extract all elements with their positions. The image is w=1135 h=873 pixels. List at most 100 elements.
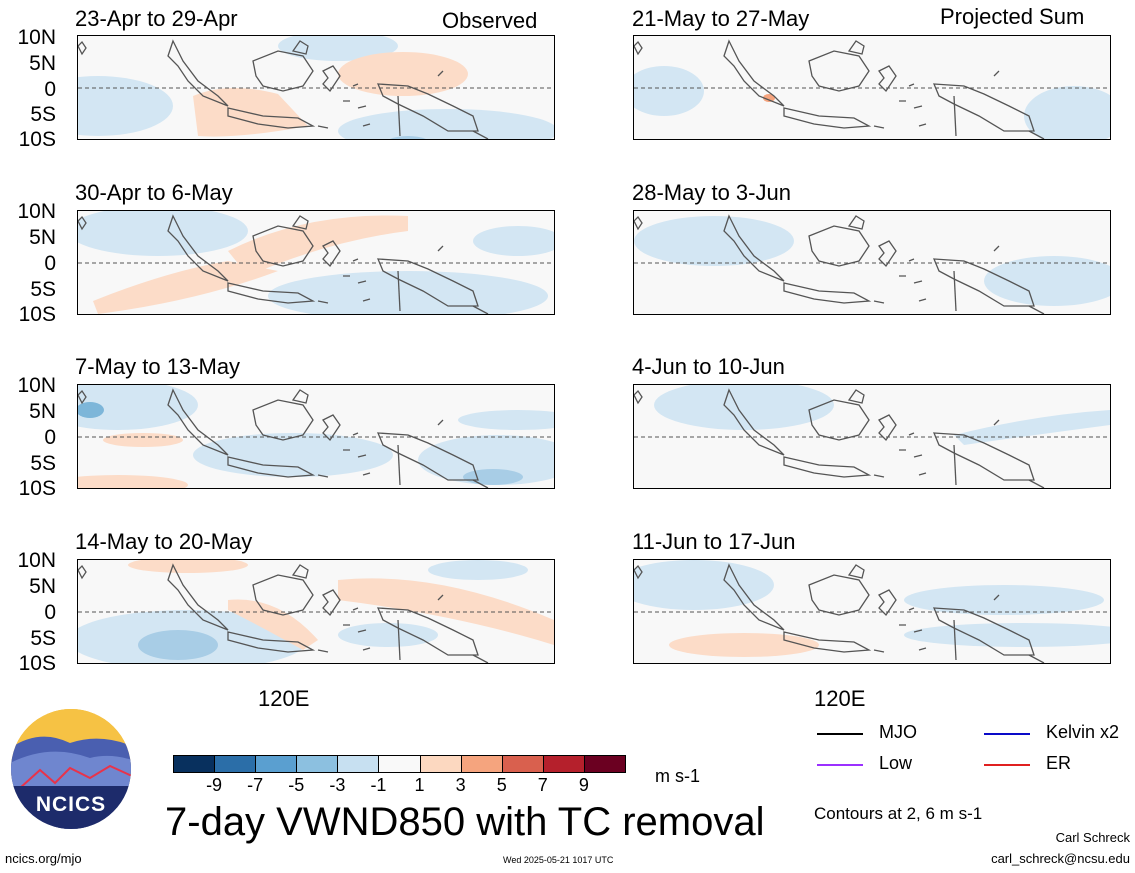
anomaly-negative [338, 623, 438, 647]
coastline [908, 70, 1045, 139]
land-outlines [634, 563, 1045, 663]
map-panel-p8 [633, 559, 1111, 664]
map-panel-p1 [77, 35, 555, 140]
colorbar-tick-label: 1 [414, 775, 425, 795]
coastline [322, 589, 341, 617]
lat-label: 0 [44, 78, 56, 101]
coastline [873, 449, 927, 478]
anomaly-negative [473, 226, 554, 256]
map-svg [634, 214, 1110, 314]
coastline [847, 40, 865, 55]
coastline [873, 275, 927, 304]
colorbar-swatch [337, 755, 380, 773]
land-outlines [78, 214, 489, 314]
anomaly-negative [634, 66, 704, 116]
coastline [397, 95, 401, 137]
coastline [808, 50, 870, 92]
colorbar-swatch [542, 755, 585, 773]
map-panel-p2 [77, 210, 555, 315]
legend-label-er: ER [1046, 753, 1072, 773]
coastline [873, 624, 927, 653]
anomaly-negative [338, 109, 554, 139]
anomaly-positive [669, 633, 819, 657]
anomaly-negative-strong [78, 402, 104, 418]
coastline [352, 245, 489, 314]
map-svg [634, 560, 1110, 663]
anomaly-negative [1024, 86, 1110, 139]
colorbar-swatch [214, 755, 257, 773]
coastline [783, 107, 872, 129]
map-svg [78, 211, 554, 314]
observed-label: Observed [442, 8, 538, 33]
coastline [167, 388, 229, 456]
map-panel-p7 [633, 384, 1111, 489]
land-outlines [78, 563, 489, 663]
lat-label: 10S [18, 477, 56, 500]
coastline [783, 456, 872, 478]
coastline [252, 574, 314, 616]
coastline [932, 607, 1035, 656]
anomaly-negative [78, 211, 248, 256]
footer-email[interactable]: carl_schreck@ncsu.edu [991, 851, 1130, 866]
coastline [783, 631, 872, 653]
coastline [227, 456, 316, 478]
colorbar-swatch [255, 755, 298, 773]
coastline [932, 432, 1035, 481]
lat-label: 5N [29, 226, 56, 249]
lon-label-right: 120E [814, 686, 866, 711]
anomaly-negative [634, 560, 774, 610]
map-svg [78, 560, 554, 663]
coastline [227, 282, 316, 304]
lat-label: 10S [18, 128, 56, 151]
main-title: 7-day VWND850 with TC removal [165, 800, 765, 844]
lat-label: 5N [29, 400, 56, 423]
colorbar-tick-label: -3 [329, 775, 346, 795]
colorbar-tick-label: 3 [455, 775, 466, 795]
anomaly-positive [763, 94, 775, 102]
panel-title-p7: 4-Jun to 10-Jun [632, 354, 785, 379]
coastline [376, 432, 479, 481]
coastline [932, 258, 1035, 307]
coastline [397, 270, 401, 312]
map-panel-p5 [633, 35, 1111, 140]
map-panel-p3 [77, 384, 555, 489]
colorbar-swatch [378, 755, 421, 773]
coastline [953, 95, 957, 137]
coastline [873, 100, 927, 129]
lat-label: 10N [17, 200, 56, 223]
lat-label: 5S [30, 627, 56, 650]
coastline [376, 83, 479, 132]
legend-line-low [817, 764, 863, 766]
anomaly-positive [228, 215, 408, 276]
colorbar-tick-label: -9 [206, 775, 223, 795]
coastline [322, 240, 341, 268]
land-outlines [634, 388, 1045, 488]
coastline [376, 607, 479, 656]
coastline [291, 389, 309, 404]
coastline [634, 215, 643, 231]
anomaly-negative [268, 271, 548, 314]
anomaly-negative [278, 36, 398, 61]
legend-line-er [984, 764, 1030, 766]
legend-label-mjo: MJO [879, 722, 917, 742]
coastline [878, 414, 897, 442]
anomaly-negative [654, 385, 834, 430]
anomaly-negative [418, 435, 554, 485]
lat-label: 0 [44, 252, 56, 275]
lat-label: 5S [30, 103, 56, 126]
lat-label: 5N [29, 575, 56, 598]
colorbar-swatch [583, 755, 626, 773]
coastline [322, 414, 341, 442]
contours-note: Contours at 2, 6 m s-1 [814, 804, 983, 823]
lat-label: 0 [44, 426, 56, 449]
land-outlines [78, 39, 489, 139]
coastline [808, 574, 870, 616]
coastline [878, 240, 897, 268]
anomaly-negative [904, 623, 1110, 647]
projected-label: Projected Sum [940, 4, 1085, 29]
coastline [397, 619, 401, 661]
coastline [847, 215, 865, 230]
ncics-logo-graphic: NCICS [11, 709, 131, 829]
footer-url[interactable]: ncics.org/mjo [5, 851, 82, 866]
anomaly-negative [904, 585, 1104, 615]
